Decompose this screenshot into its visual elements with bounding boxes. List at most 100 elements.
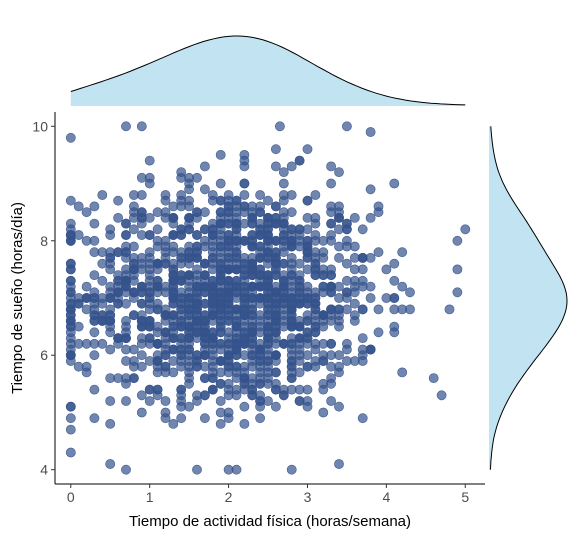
- scatter-point: [105, 293, 116, 303]
- scatter-point: [65, 413, 76, 424]
- scatter-point: [357, 333, 368, 343]
- scatter-point: [97, 275, 108, 286]
- scatter-point: [255, 413, 265, 424]
- scatter-point: [326, 264, 336, 275]
- scatter-point: [263, 270, 273, 280]
- scatter-point: [128, 373, 139, 383]
- scatter-point: [136, 407, 147, 418]
- scatter-point: [128, 287, 139, 298]
- scatter-point: [160, 396, 171, 406]
- scatter-point: [128, 361, 139, 372]
- scatter-point: [81, 367, 92, 378]
- scatter-point: [341, 293, 352, 303]
- scatter-point: [136, 350, 147, 361]
- scatter-point: [263, 258, 273, 269]
- x-tick-label: 0: [67, 489, 75, 505]
- scatter-point: [310, 321, 321, 332]
- top-density-fill: [70, 36, 466, 106]
- scatter-point: [270, 298, 281, 309]
- scatter-point: [89, 247, 100, 258]
- scatter-point: [207, 384, 218, 395]
- scatter-point: [247, 327, 258, 338]
- scatter-point: [176, 396, 187, 406]
- scatter-point: [152, 384, 163, 395]
- scatter-point: [389, 275, 400, 286]
- scatter-point: [184, 224, 194, 235]
- scatter-point: [168, 356, 179, 366]
- scatter-point: [365, 281, 376, 292]
- scatter-point: [199, 184, 210, 195]
- scatter-point: [270, 144, 281, 155]
- scatter-point: [121, 298, 131, 309]
- scatter-point: [121, 321, 131, 332]
- scatter-point: [121, 378, 131, 389]
- scatter-point: [168, 293, 179, 303]
- scatter-point: [113, 195, 123, 206]
- scatter-point: [294, 384, 305, 395]
- x-tick-label: 5: [461, 489, 469, 505]
- axes: 0 1 2 3 4 5 4 6 8 10: [32, 112, 485, 505]
- scatter-point: [192, 207, 202, 218]
- right-density-fill: [489, 126, 567, 470]
- scatter-point: [302, 144, 313, 155]
- scatter-point: [223, 201, 234, 212]
- scatter-point: [334, 201, 344, 212]
- scatter-point: [121, 396, 131, 406]
- scatter-point: [231, 195, 242, 206]
- scatter-point: [89, 327, 100, 338]
- scatter-point: [436, 390, 447, 401]
- scatter-point: [452, 287, 463, 298]
- scatter-point: [121, 464, 131, 475]
- scatter-point: [121, 121, 131, 132]
- scatter-point: [73, 361, 84, 372]
- scatter-point: [326, 178, 336, 189]
- scatter-point: [207, 275, 218, 286]
- scatter-point: [270, 327, 281, 338]
- scatter-point: [215, 207, 226, 218]
- scatter-point: [215, 178, 226, 189]
- scatter-point: [81, 281, 92, 292]
- y-tick-label: 4: [40, 462, 48, 478]
- scatter-point: [239, 401, 250, 412]
- scatter-point: [247, 212, 258, 223]
- scatter-point: [278, 287, 289, 298]
- scatter-point: [105, 418, 116, 429]
- scatter-point: [239, 333, 250, 343]
- scatter-point: [326, 396, 336, 406]
- scatter-point: [199, 390, 210, 401]
- scatter-point: [318, 281, 329, 292]
- scatter-point: [65, 132, 76, 143]
- scatter-point: [207, 373, 218, 383]
- scatter-point: [381, 264, 392, 275]
- scatter-point: [278, 275, 289, 286]
- scatter-point: [286, 161, 297, 172]
- scatter-point: [294, 356, 305, 366]
- scatter-point: [318, 310, 329, 321]
- scatter-point: [184, 298, 194, 309]
- scatter-point: [247, 264, 258, 275]
- scatter-point: [310, 264, 321, 275]
- scatter-point: [215, 418, 226, 429]
- scatter-point: [215, 315, 226, 326]
- scatter-point: [184, 178, 194, 189]
- scatter-point: [65, 350, 76, 361]
- scatter-point: [160, 281, 171, 292]
- scatter-point: [452, 235, 463, 246]
- scatter-point: [105, 327, 116, 338]
- scatter-point: [128, 224, 139, 235]
- right-marginal-density: [489, 126, 568, 470]
- scatter-point: [239, 190, 250, 200]
- scatter-point: [65, 287, 76, 298]
- scatter-point: [231, 247, 242, 258]
- scatter-point: [357, 356, 368, 366]
- scatter-point: [144, 304, 155, 315]
- scatter-point: [81, 293, 92, 303]
- scatter-point: [397, 367, 408, 378]
- x-axis-title: Tiempo de actividad física (horas/semana…: [129, 513, 411, 530]
- scatter-point: [286, 344, 297, 355]
- scatter-point: [278, 338, 289, 349]
- scatter-point: [136, 390, 147, 401]
- scatter-point: [231, 258, 242, 269]
- scatter-point: [310, 344, 321, 355]
- scatter-point: [121, 252, 131, 263]
